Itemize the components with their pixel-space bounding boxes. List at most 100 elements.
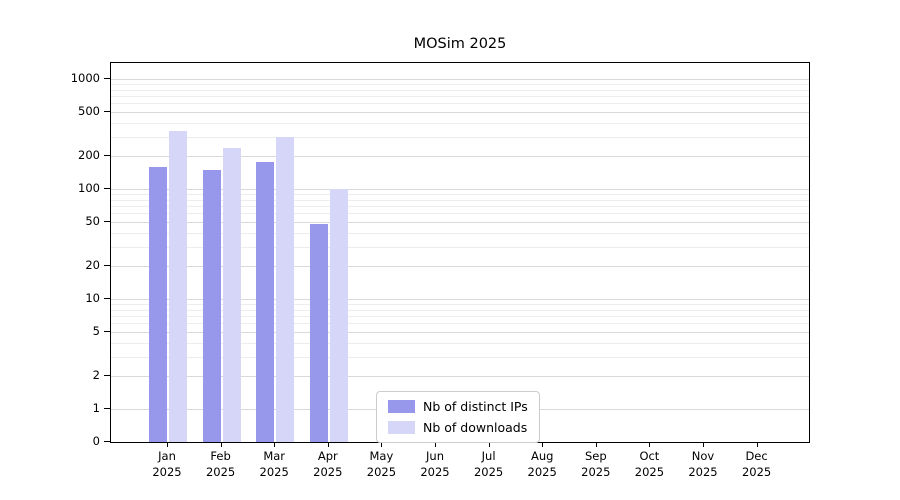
y-tick-label: 0 [92, 434, 100, 448]
x-tick-mark [488, 443, 490, 447]
x-tick-month: May [369, 449, 394, 463]
y-tick-label: 1000 [70, 71, 100, 85]
gridline-minor [111, 96, 809, 98]
bar-downloads-mar [276, 136, 295, 442]
gridline-major [111, 112, 809, 114]
x-tick-label-jun: Jun 2025 [405, 449, 465, 480]
gridline-major [111, 189, 809, 190]
x-tick-mark [381, 443, 383, 447]
y-tick-label: 200 [78, 147, 100, 162]
x-tick-year: 2025 [741, 464, 772, 479]
y-tick-label: 500 [78, 104, 100, 119]
x-tick-mark [649, 443, 651, 447]
bar-distinct-ips-mar [256, 162, 275, 442]
x-tick-year: 2025 [420, 464, 450, 479]
legend-label: Nb of downloads [423, 420, 528, 435]
legend-item-downloads: Nb of downloads [388, 420, 528, 435]
gridline-minor [111, 323, 809, 325]
x-tick-month: Jul [481, 449, 496, 463]
bar-downloads-apr [329, 189, 348, 442]
x-tick-label-sep: Sep 2025 [566, 449, 626, 480]
bar-downloads-feb [222, 148, 241, 442]
x-tick-mark [327, 443, 329, 447]
y-tick-label: 10 [85, 291, 100, 305]
gridline-minor [111, 304, 809, 306]
x-tick-mark [542, 443, 544, 447]
x-tick-month: Dec [745, 449, 768, 463]
x-tick-month: Jan [158, 449, 176, 463]
y-tick-mark [104, 408, 110, 409]
x-tick-label-mar: Mar 2025 [244, 449, 304, 480]
y-tick-mark [104, 374, 110, 376]
x-tick-year: 2025 [313, 464, 343, 479]
bar-distinct-ips-apr [309, 224, 328, 442]
x-tick-year: 2025 [259, 464, 289, 479]
x-tick-month: Sep [584, 449, 607, 463]
x-tick-label-nov: Nov 2025 [673, 449, 733, 480]
gridline-major [111, 332, 809, 334]
legend: Nb of distinct IPs Nb of downloads [376, 391, 540, 443]
legend-item-distinct-ips: Nb of distinct IPs [388, 399, 528, 414]
x-tick-label-may: May 2025 [351, 449, 411, 480]
x-tick-year: 2025 [527, 464, 557, 479]
x-tick-month: Feb [210, 449, 231, 463]
y-tick-mark [104, 154, 110, 156]
y-tick-mark [104, 331, 110, 333]
y-tick-label: 2 [92, 367, 100, 382]
legend-swatch-icon [388, 400, 415, 413]
gridline-major [111, 222, 809, 224]
x-tick-year: 2025 [688, 464, 718, 479]
gridline-minor [111, 122, 809, 124]
x-tick-label-dec: Dec 2025 [727, 449, 787, 480]
x-tick-label-jan: Jan 2025 [137, 449, 197, 480]
gridline-minor [111, 309, 809, 311]
gridline-minor [111, 84, 809, 86]
x-tick-year: 2025 [152, 464, 182, 479]
x-tick-label-jul: Jul 2025 [459, 449, 519, 480]
x-tick-month: Oct [639, 449, 660, 463]
gridline-minor [111, 213, 809, 215]
x-tick-label-apr: Apr 2025 [298, 449, 358, 480]
legend-swatch-icon [388, 421, 415, 434]
y-tick-mark [104, 111, 110, 113]
x-tick-month: Apr [317, 449, 338, 463]
y-tick-mark [104, 78, 110, 79]
legend-label: Nb of distinct IPs [423, 399, 528, 414]
bar-downloads-jan [169, 130, 187, 442]
x-tick-month: Aug [530, 449, 554, 463]
x-tick-label-oct: Oct 2025 [619, 449, 679, 480]
plot-area [110, 62, 810, 443]
gridline-minor [111, 246, 809, 248]
y-tick-mark [104, 441, 110, 442]
x-tick-mark [435, 443, 436, 447]
x-tick-mark [274, 443, 276, 447]
gridline-major [111, 265, 809, 267]
y-tick-label: 50 [85, 214, 100, 229]
x-tick-mark [595, 443, 597, 447]
x-tick-year: 2025 [366, 464, 397, 479]
gridline-minor [111, 89, 809, 91]
y-tick-label: 100 [78, 181, 100, 195]
gridline-minor [111, 206, 809, 208]
gridline-minor [111, 194, 809, 196]
x-tick-label-aug: Aug 2025 [512, 449, 572, 480]
x-tick-mark [703, 443, 704, 447]
chart-title: MOSim 2025 [413, 36, 507, 52]
gridline-minor [111, 356, 809, 358]
gridline-minor [111, 342, 809, 344]
y-tick-mark [104, 298, 110, 299]
gridline-minor [111, 103, 809, 105]
gridline-major [111, 79, 809, 80]
x-tick-year: 2025 [634, 464, 665, 479]
gridline-major [111, 299, 809, 300]
x-tick-mark [756, 443, 758, 447]
y-tick-label: 1 [92, 401, 100, 415]
x-tick-year: 2025 [205, 464, 236, 479]
x-tick-year: 2025 [581, 464, 611, 479]
x-tick-mark [167, 443, 168, 447]
y-tick-mark [104, 264, 110, 266]
gridline-minor [111, 232, 809, 234]
bar-distinct-ips-jan [149, 166, 167, 442]
x-tick-year: 2025 [473, 464, 504, 479]
